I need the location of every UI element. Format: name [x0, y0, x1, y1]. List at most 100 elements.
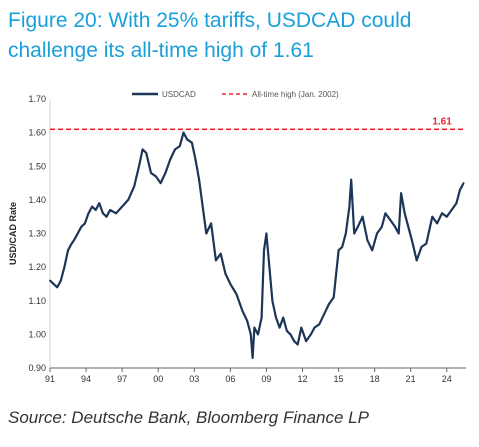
usdcad-data-point	[285, 330, 288, 332]
usdcad-data-point	[164, 172, 167, 174]
usdcad-data-point	[73, 239, 75, 242]
x-tick-label: 00	[153, 374, 163, 384]
usdcad-data-point	[49, 279, 51, 282]
y-tick-label: 1.30	[28, 229, 46, 239]
usdcad-data-point	[219, 252, 222, 255]
usdcad-data-point	[459, 188, 461, 191]
usdcad-data-point	[105, 215, 108, 218]
usdcad-data-point	[403, 212, 406, 215]
usdcad-data-point	[186, 138, 188, 141]
y-tick-label: 1.10	[28, 296, 46, 306]
usdcad-data-point	[271, 299, 274, 302]
y-tick-label: 1.20	[28, 262, 46, 272]
usdcad-data-point	[328, 303, 330, 306]
x-tick-label: 15	[334, 374, 344, 384]
usdcad-data-point	[455, 202, 458, 205]
usdcad-data-point	[313, 326, 316, 329]
usdcad-data-point	[371, 249, 374, 252]
usdcad-data-point	[210, 222, 213, 225]
y-tick-label: 1.40	[28, 195, 46, 205]
y-tick-label: 1.00	[28, 329, 46, 339]
usdcad-data-point	[80, 225, 83, 228]
x-tick-label: 03	[189, 374, 199, 384]
usdcad-data-point	[462, 182, 465, 184]
x-tick-label: 24	[442, 374, 452, 384]
usdcad-data-point	[341, 246, 344, 248]
usdcad-data-point	[154, 175, 157, 178]
usdcad-data-point	[361, 215, 364, 218]
usdcad-series-line	[49, 131, 465, 359]
usdcad-data-point	[159, 182, 162, 184]
usdcad-data-point	[174, 148, 176, 151]
usdcad-data-point	[76, 232, 79, 235]
usdcad-data-point	[56, 286, 59, 289]
usdcad-data-point	[59, 279, 62, 282]
usdcad-data-point	[87, 212, 90, 215]
x-tick-label: 09	[261, 374, 271, 384]
usdcad-data-point	[397, 232, 400, 235]
x-tick-label: 12	[297, 374, 307, 384]
usdcad-data-point	[400, 192, 402, 195]
usdcad-data-point	[229, 283, 232, 285]
legend-label-all-time-high: All-time high (Jan. 2002)	[252, 90, 339, 99]
usdcad-data-point	[376, 232, 378, 235]
usdcad-data-point	[141, 148, 144, 151]
all-time-high-label: 1.61	[432, 116, 452, 127]
usdcad-data-point	[337, 249, 340, 252]
usdcad-data-point	[241, 309, 244, 312]
usdcad-data-point	[436, 222, 439, 225]
usdcad-data-point	[109, 209, 112, 211]
usdcad-data-point	[198, 178, 200, 181]
usdcad-data-point	[318, 323, 321, 326]
usdcad-data-point	[380, 225, 383, 228]
usdcad-data-point	[235, 293, 238, 295]
usdcad-data-point	[98, 202, 101, 205]
x-tick-label: 21	[406, 374, 416, 384]
usdcad-data-point	[94, 209, 97, 211]
y-tick-label: 0.90	[28, 363, 46, 373]
usdcad-data-point	[251, 357, 254, 359]
usdcad-data-point	[224, 272, 227, 275]
usdcad-data-point	[350, 178, 353, 181]
y-tick-label: 1.50	[28, 161, 46, 171]
usdcad-data-point	[182, 131, 185, 134]
usdcad-data-point	[91, 205, 93, 208]
usdcad-data-point	[145, 151, 148, 154]
usdcad-data-point	[127, 198, 130, 201]
y-tick-label: 1.70	[28, 94, 46, 104]
figure-source: Source: Deutsche Bank, Bloomberg Finance…	[8, 408, 369, 427]
usdcad-data-point	[133, 185, 136, 188]
usdcad-data-point	[356, 225, 359, 228]
usdcad-data-point	[293, 340, 295, 342]
usdcad-data-point	[138, 165, 140, 168]
usdcad-data-point	[263, 249, 265, 252]
x-tick-label: 91	[45, 374, 55, 384]
usdcad-data-point	[407, 225, 410, 228]
usdcad-data-point	[431, 215, 434, 218]
usdcad-data-point	[205, 232, 208, 235]
usdcad-data-point	[201, 205, 204, 208]
usdcad-data-point	[194, 158, 197, 161]
usdcad-data-point	[267, 259, 270, 262]
usdcad-data-point	[115, 212, 118, 215]
usdcad-data-point	[348, 205, 351, 208]
x-axis: 91 94 97 00 03 06 09 12 15 18 21 24	[45, 367, 466, 384]
usdcad-data-point	[282, 316, 285, 319]
usdcad-data-point	[67, 249, 69, 252]
usdcad-data-point	[310, 333, 312, 336]
annotations: 1.61	[432, 116, 452, 127]
usdcad-data-point	[253, 326, 256, 329]
x-tick-label: 97	[117, 374, 127, 384]
usdcad-data-point	[366, 239, 369, 242]
usdcad-data-point	[450, 209, 453, 211]
usdcad-data-point	[83, 222, 86, 225]
usdcad-data-point	[300, 326, 303, 329]
usdcad-data-point	[150, 172, 152, 174]
usdcad-data-point	[257, 333, 259, 336]
usdcad-data-point	[323, 313, 326, 316]
usdcad-data-point	[278, 326, 281, 329]
plot-area	[49, 128, 466, 359]
usdcad-data-point	[344, 232, 347, 235]
usdcad-data-point	[169, 158, 172, 161]
usdcad-data-point	[394, 225, 396, 228]
